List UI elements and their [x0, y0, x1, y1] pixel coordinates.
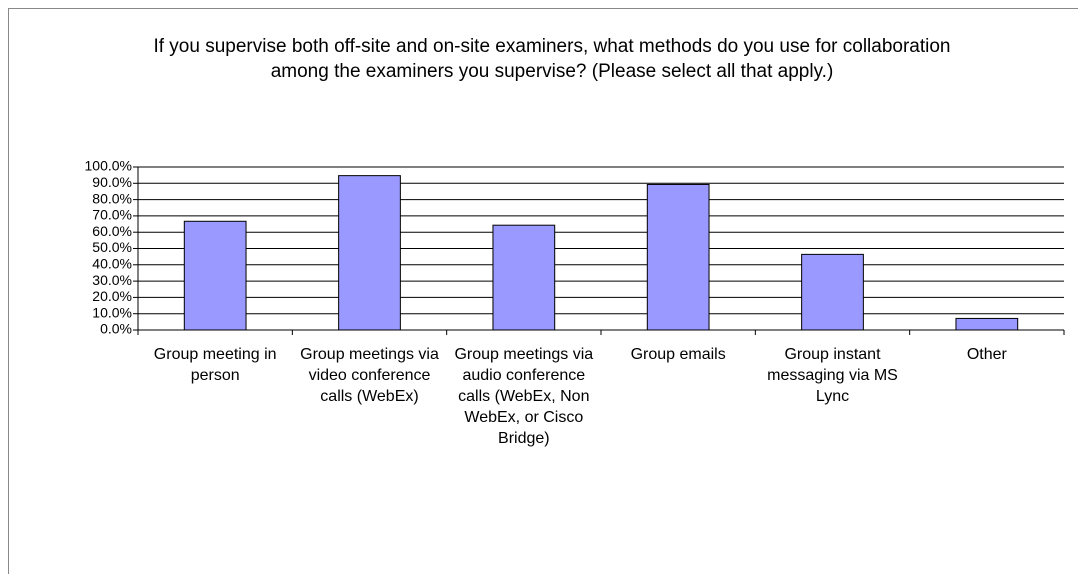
x-tick-label: Group emails: [630, 346, 726, 363]
y-tick-label: 0.0%: [100, 321, 132, 337]
bar: [338, 175, 401, 331]
y-tick-label: 30.0%: [92, 272, 132, 288]
y-tick-label: 20.0%: [92, 288, 132, 304]
y-tick-label: 50.0%: [92, 239, 132, 255]
bar: [646, 183, 710, 331]
y-tick-label: 40.0%: [92, 256, 132, 272]
y-tick-label: 100.0%: [85, 158, 132, 174]
chart-title: If you supervise both off-site and on-si…: [153, 36, 951, 82]
y-tick-label: 70.0%: [92, 207, 132, 223]
bar: [801, 253, 864, 331]
y-tick-label: 90.0%: [92, 174, 132, 190]
x-tick-label: Group meetings via audio conference call…: [454, 346, 594, 447]
x-tick-label: Group meeting in person: [153, 346, 277, 384]
bar: [183, 220, 247, 331]
y-tick-label: 80.0%: [92, 190, 132, 206]
x-tick-label: Group instant messaging via MS Lync: [767, 346, 898, 405]
y-tick-label: 10.0%: [92, 304, 132, 320]
y-tick-label: 60.0%: [92, 223, 132, 239]
x-tick-label: Group meetings via video conference call…: [300, 346, 439, 405]
x-tick-label: Other: [966, 346, 1007, 363]
bar: [492, 224, 556, 331]
bar: [955, 317, 1019, 331]
